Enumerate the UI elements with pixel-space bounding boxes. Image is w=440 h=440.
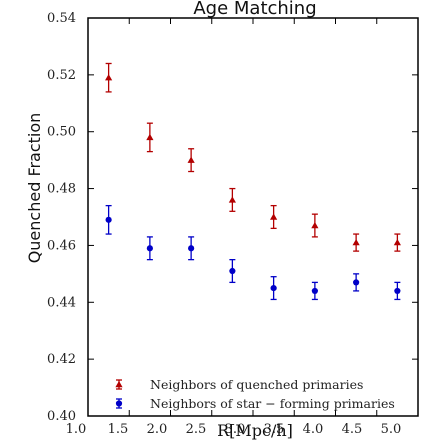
legend-label: Neighbors of quenched primaries [150,377,363,392]
data-point [188,245,195,252]
y-tick-label: 0.44 [47,295,76,310]
series-quenched [105,62,401,252]
y-tick-label: 0.46 [47,238,76,253]
y-tick-label: 0.50 [47,125,76,140]
legend-entry: Neighbors of quenched primaries [115,377,363,392]
data-point [393,238,401,246]
chart-title: Age Matching [193,0,316,19]
y-axis-label: Quenched Fraction [25,113,44,264]
data-point [105,216,112,223]
plot-area-frame [87,17,419,417]
x-tick-label: 4.5 [342,422,363,437]
data-point [187,156,195,163]
data-point [270,213,278,220]
legend: Neighbors of quenched primaries Neighbors… [115,377,395,411]
y-tick-label: 0.52 [47,68,76,83]
legend-swatch-marker [115,400,123,407]
x-tick-label: 5.0 [381,422,402,437]
x-tick-labels: 1.0 1.5 2.0 2.5 3.0 3.5 4.0 4.5 5.0 [66,422,402,437]
data-point [228,196,236,203]
y-tick-labels: 0.40 0.42 0.44 0.46 0.48 0.50 0.52 0.54 [47,11,76,424]
series-star-forming [105,204,401,301]
legend-label: Neighbors of star − forming primaries [150,396,395,411]
data-point [311,221,319,229]
x-tick-label: 2.0 [147,422,168,437]
data-point [270,284,277,292]
x-tick-label: 3.0 [225,422,246,437]
x-tick-label: 3.5 [264,422,285,437]
x-tick-label: 1.0 [66,422,87,437]
x-tick-label: 1.5 [108,422,129,437]
y-tick-label: 0.40 [47,409,76,424]
data-point [105,74,113,81]
legend-entry: Neighbors of star − forming primaries [115,396,395,411]
data-point [352,238,360,246]
x-axis-label: R[Mpc/h] [217,421,293,440]
y-tick-label: 0.42 [47,352,76,367]
x-tick-label: 4.0 [303,422,324,437]
x-tick-label: 2.5 [186,422,207,437]
y-tick-label: 0.48 [47,182,76,197]
legend-swatch-marker [115,380,123,388]
data-point [353,279,360,286]
data-point [146,133,154,141]
data-point [311,287,318,295]
data-point [229,267,236,275]
series-layer [105,62,401,301]
data-point [146,245,153,252]
axis-ticks [88,18,418,416]
data-point [394,287,401,295]
y-tick-label: 0.54 [47,11,76,26]
